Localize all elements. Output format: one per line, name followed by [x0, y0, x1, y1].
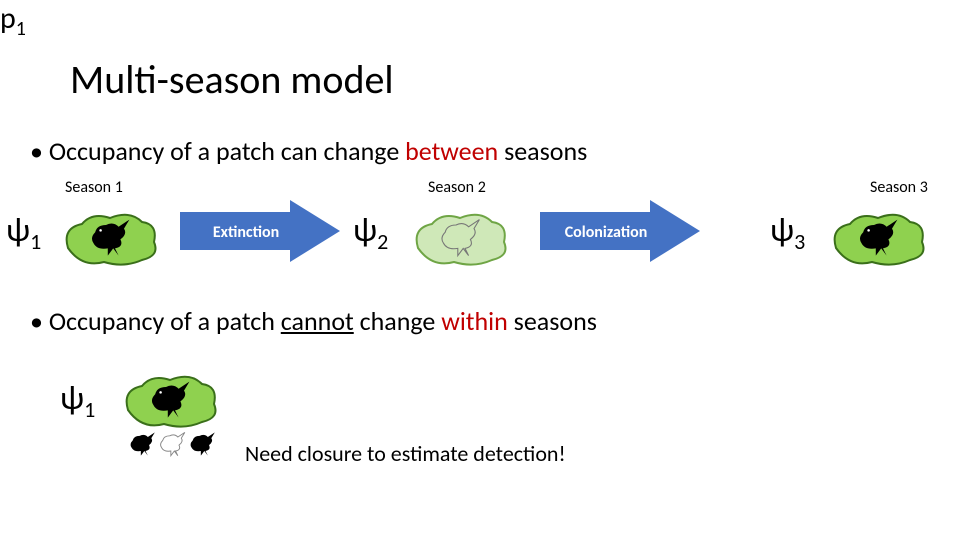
psi-1-lower: ψ1 — [60, 378, 95, 423]
p-symbol: p — [0, 0, 16, 37]
bullet2-suffix: seasons — [508, 305, 597, 337]
season-1-label: Season 1 — [65, 178, 123, 197]
detection-birds-row — [128, 430, 216, 458]
bullet2-prefix: • Occupancy of a patch — [30, 305, 281, 337]
colonization-label: Colonization — [546, 223, 666, 242]
patch-season-2-empty — [410, 210, 510, 266]
bullet-between-seasons: • Occupancy of a patch can change betwee… — [30, 135, 587, 167]
psi-1: ψ1 — [6, 210, 41, 255]
psi-sub: 1 — [84, 396, 95, 423]
psi-symbol: ψ — [353, 210, 377, 251]
patch-season-3 — [828, 210, 928, 266]
bullet2-mid: change — [354, 305, 441, 337]
bullet2-underline: cannot — [281, 305, 354, 337]
bird-icon-detected-1 — [128, 430, 156, 458]
bullet2-red: within — [441, 305, 508, 337]
page-title: Multi-season model — [70, 55, 394, 104]
season-2-label: Season 2 — [428, 178, 486, 197]
p-sub: 1 — [16, 17, 26, 41]
patch-lower — [120, 372, 220, 428]
bird-icon-undetected — [158, 430, 186, 458]
closure-text: Need closure to estimate detection! — [245, 440, 566, 467]
season-3-label: Season 3 — [870, 178, 928, 197]
patch-season-1 — [60, 210, 160, 266]
p-1: p1 — [0, 0, 960, 41]
psi-sub: 1 — [30, 228, 41, 255]
psi-symbol: ψ — [6, 210, 30, 251]
bullet1-suffix: seasons — [498, 135, 587, 167]
bullet1-prefix: • Occupancy of a patch can change — [30, 135, 405, 167]
psi-2: ψ2 — [353, 210, 388, 255]
bullet1-red: between — [405, 135, 498, 167]
extinction-label: Extinction — [186, 223, 306, 242]
bullet-within-seasons: • Occupancy of a patch cannot change wit… — [30, 305, 597, 337]
psi-sub: 2 — [377, 228, 388, 255]
psi-symbol: ψ — [770, 210, 794, 251]
psi-3: ψ3 — [770, 210, 805, 255]
psi-symbol: ψ — [60, 378, 84, 419]
bird-icon-detected-2 — [188, 430, 216, 458]
psi-sub: 3 — [794, 228, 805, 255]
